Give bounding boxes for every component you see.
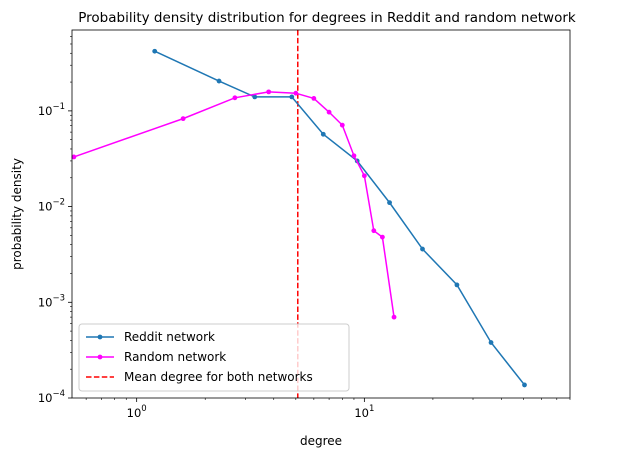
tick-exponent: −4 (52, 389, 65, 399)
y-axis-label: probability density (10, 158, 24, 270)
data-point (71, 154, 77, 160)
tick-base: 10 (38, 391, 53, 405)
legend-item: Random network (86, 350, 226, 364)
legend-label: Mean degree for both networks (124, 370, 313, 384)
legend-item: Mean degree for both networks (86, 370, 313, 384)
legend: Reddit network Random network Mean degree … (78, 323, 350, 392)
legend-label: Random network (124, 350, 226, 364)
data-point (371, 228, 377, 234)
data-point (311, 96, 317, 101)
series-random (71, 89, 397, 320)
chart-title: Probability density distribution for deg… (78, 10, 576, 26)
tick-base: 10 (38, 295, 53, 309)
x-tick-label: 100 (127, 404, 147, 420)
data-point (326, 109, 332, 115)
data-point (252, 94, 258, 100)
y-tick-label: 10−4 (38, 389, 65, 405)
data-point (522, 382, 527, 388)
data-point (361, 173, 367, 179)
y-tick-label: 10−1 (38, 102, 65, 118)
data-point (293, 90, 299, 96)
data-point (387, 200, 392, 206)
legend-label: Reddit network (124, 330, 215, 344)
tick-exponent: 0 (141, 404, 146, 414)
data-point (339, 122, 345, 128)
x-tick-label: 101 (354, 404, 374, 420)
legend-swatch-marker (97, 334, 103, 340)
data-point (216, 78, 222, 84)
tick-exponent: 1 (369, 404, 374, 414)
tick-base: 10 (354, 406, 369, 420)
data-point (351, 153, 357, 159)
y-tick-label: 10−2 (38, 198, 65, 214)
data-point (391, 314, 397, 320)
y-tick-label: 10−3 (38, 293, 65, 309)
tick-base: 10 (38, 104, 53, 118)
data-point (232, 95, 238, 101)
data-point (266, 89, 272, 95)
data-point (320, 131, 326, 137)
tick-exponent: −2 (52, 198, 65, 208)
data-point (454, 282, 460, 288)
tick-exponent: −3 (52, 293, 65, 303)
data-point (379, 234, 385, 240)
data-point (180, 116, 186, 122)
tick-base: 10 (127, 406, 142, 420)
legend-item: Reddit network (86, 330, 215, 344)
legend-swatch-marker (97, 354, 103, 360)
x-axis-label: degree (300, 434, 342, 448)
data-point (152, 48, 158, 54)
legend-box (78, 323, 350, 392)
data-point (488, 340, 494, 345)
tick-base: 10 (38, 200, 53, 214)
plot-border (71, 29, 571, 399)
data-point (420, 246, 425, 252)
data-point (289, 94, 295, 100)
series-layer (71, 48, 527, 388)
tick-exponent: −1 (52, 102, 65, 112)
